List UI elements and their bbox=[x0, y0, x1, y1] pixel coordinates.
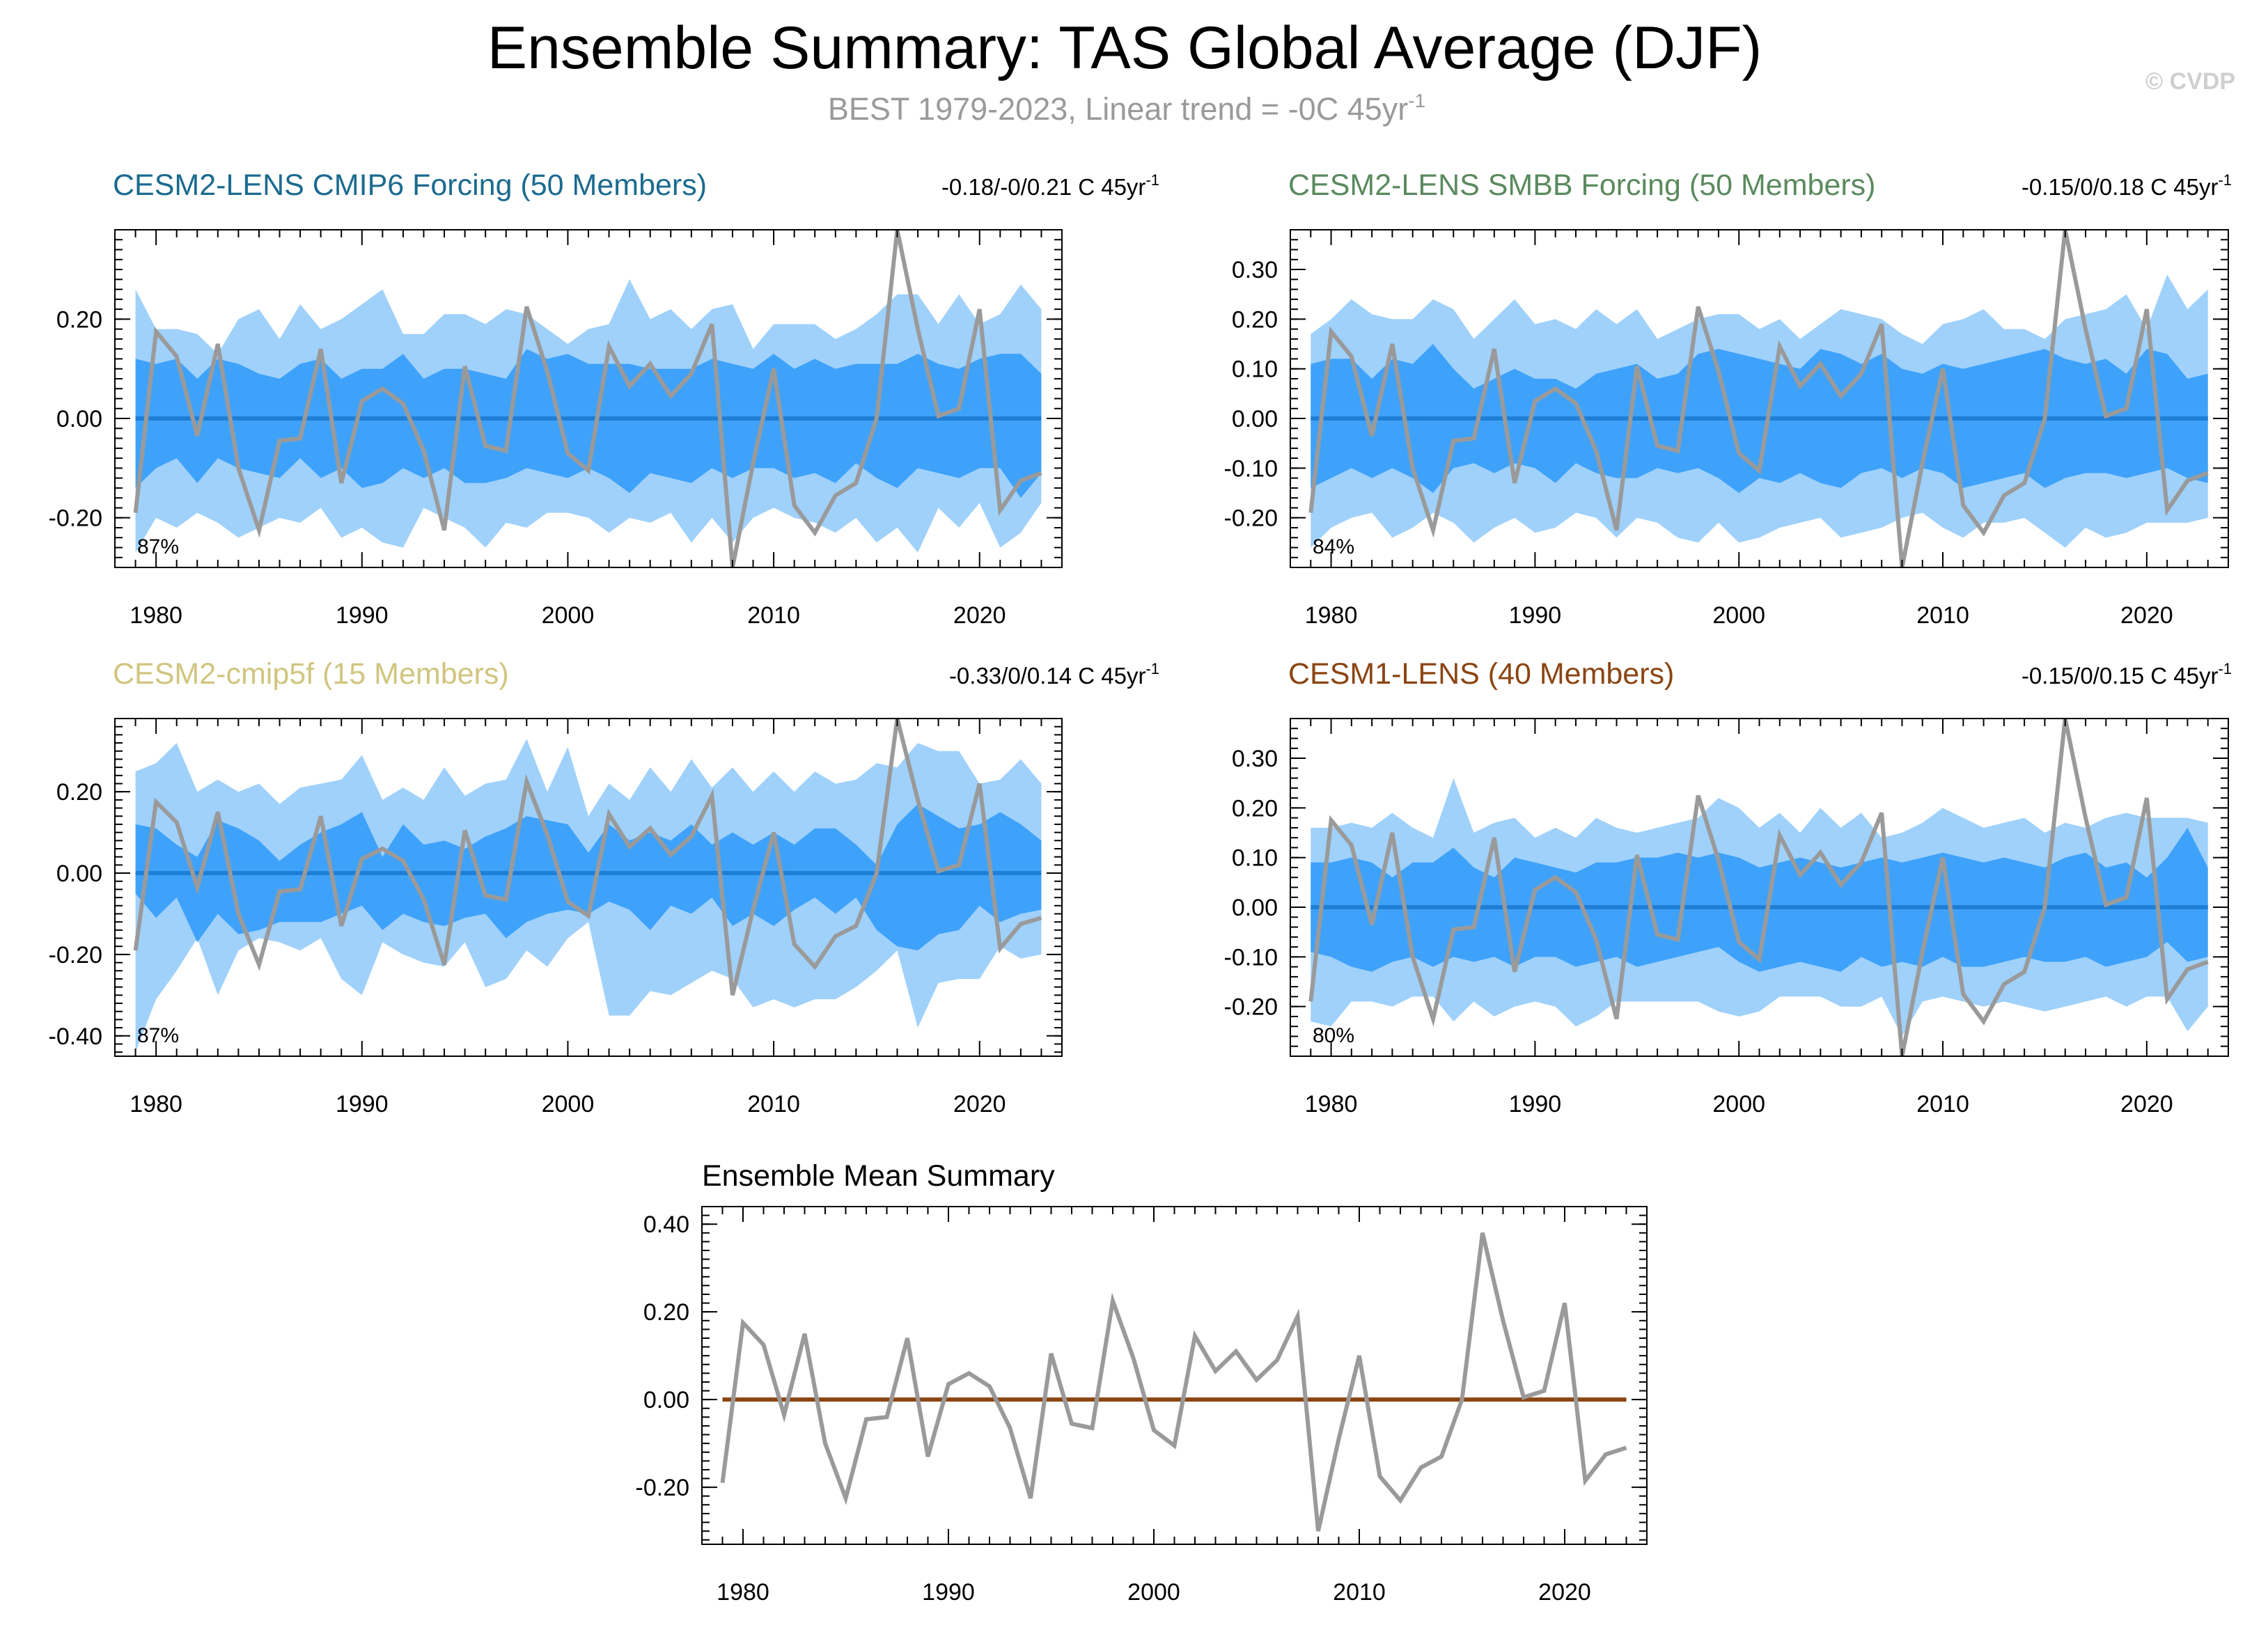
x-tick-label: 1980 bbox=[1305, 1091, 1358, 1117]
y-tick-label: -0.10 bbox=[1224, 455, 1278, 482]
y-tick-label: 0.20 bbox=[1232, 795, 1278, 822]
panel-1: CESM2-LENS CMIP6 Forcing (50 Members) -0.… bbox=[49, 168, 1160, 629]
x-tick-label: 1990 bbox=[1509, 602, 1562, 629]
y-tick-label: 0.00 bbox=[643, 1387, 689, 1413]
panel-2: CESM2-LENS SMBB Forcing (50 Members) -0.1… bbox=[1224, 168, 2232, 629]
y-tick-label: 0.10 bbox=[1232, 356, 1278, 383]
x-tick-label: 2010 bbox=[1916, 602, 1969, 629]
trend-label: -0.33/0/0.14 C 45yr-1 bbox=[949, 660, 1159, 689]
y-tick-label: -0.20 bbox=[1224, 505, 1278, 532]
x-tick-label: 1990 bbox=[336, 1091, 389, 1117]
observed-line bbox=[133, 230, 1042, 567]
y-tick-label: 0.00 bbox=[56, 861, 102, 887]
x-tick-label: 1990 bbox=[1509, 1091, 1562, 1117]
y-tick-label: -0.20 bbox=[49, 505, 103, 532]
trend-text: -0.18/-0/0.21 C 45yr bbox=[941, 174, 1146, 200]
plot-area bbox=[1308, 230, 2209, 567]
trend-label: -0.15/0/0.15 C 45yr-1 bbox=[2021, 660, 2232, 689]
band-inner bbox=[135, 349, 1042, 499]
x-tick-label: 2000 bbox=[542, 602, 595, 629]
y-tick-label: 0.00 bbox=[1232, 406, 1278, 432]
x-tick-label: 2020 bbox=[2120, 1091, 2173, 1117]
panel-title: Ensemble Mean Summary bbox=[702, 1159, 1055, 1193]
trend-text: -0.15/0/0.18 C 45yr bbox=[2021, 174, 2219, 200]
panel-4: CESM1-LENS (40 Members) -0.15/0/0.15 C 45… bbox=[1224, 657, 2232, 1117]
y-tick-label: 0.00 bbox=[56, 406, 102, 432]
y-tick-label: 0.40 bbox=[643, 1211, 689, 1238]
y-tick-label: 0.10 bbox=[1232, 845, 1278, 872]
observed-line bbox=[1308, 230, 2209, 567]
percent-label: 84% bbox=[1313, 535, 1354, 558]
x-tick-label: 2010 bbox=[1916, 1091, 1969, 1117]
y-tick-label: 0.20 bbox=[56, 306, 102, 333]
percent-label: 87% bbox=[137, 535, 179, 558]
y-tick-label: -0.20 bbox=[636, 1475, 690, 1501]
observed-line bbox=[133, 719, 1042, 996]
percent-label: 80% bbox=[1313, 1024, 1354, 1047]
plot-area bbox=[133, 230, 1042, 567]
y-tick-label: 0.20 bbox=[1232, 306, 1278, 333]
x-tick-label: 1980 bbox=[1305, 602, 1358, 629]
panel-3: CESM2-cmip5f (15 Members) -0.33/0/0.14 C … bbox=[49, 657, 1160, 1117]
observed-line bbox=[720, 1232, 1627, 1532]
x-tick-label: 1980 bbox=[130, 1091, 182, 1117]
subtitle-superscript: -1 bbox=[1408, 90, 1425, 111]
plot-area bbox=[720, 1232, 1627, 1532]
band-inner bbox=[135, 803, 1042, 951]
panel-title: CESM2-LENS CMIP6 Forcing (50 Members) bbox=[113, 168, 707, 202]
panel-title: CESM2-LENS SMBB Forcing (50 Members) bbox=[1288, 168, 1876, 202]
figure-subtitle: BEST 1979-2023, Linear trend = -0C 45yr-… bbox=[828, 90, 1425, 127]
observed-line bbox=[1308, 719, 2209, 1056]
x-tick-label: 2020 bbox=[953, 602, 1006, 629]
y-tick-label: -0.20 bbox=[49, 942, 103, 968]
panel-title: CESM2-cmip5f (15 Members) bbox=[113, 657, 509, 691]
x-tick-label: 1980 bbox=[717, 1579, 769, 1606]
x-tick-label: 2000 bbox=[542, 1091, 595, 1117]
percent-label: 87% bbox=[137, 1024, 179, 1047]
x-tick-label: 1990 bbox=[922, 1579, 975, 1606]
x-tick-label: 1980 bbox=[130, 602, 182, 629]
trend-superscript: -1 bbox=[2218, 171, 2232, 189]
trend-superscript: -1 bbox=[1145, 660, 1159, 677]
x-tick-label: 2010 bbox=[1333, 1579, 1386, 1606]
y-tick-label: -0.20 bbox=[1224, 994, 1278, 1021]
x-tick-label: 2020 bbox=[953, 1091, 1006, 1117]
y-tick-label: 0.20 bbox=[56, 779, 102, 806]
copyright-label: © CVDP bbox=[2145, 68, 2235, 95]
plot-area bbox=[1308, 719, 2209, 1056]
x-tick-label: 2000 bbox=[1712, 1091, 1765, 1117]
x-tick-label: 2020 bbox=[2120, 602, 2173, 629]
x-tick-label: 1990 bbox=[336, 602, 389, 629]
x-tick-label: 2000 bbox=[1712, 602, 1765, 629]
trend-label: -0.18/-0/0.21 C 45yr-1 bbox=[941, 171, 1159, 200]
panel-5: Ensemble Mean Summary -0.20 0.00 0.20 0.40 19… bbox=[636, 1159, 1648, 1606]
plot-area bbox=[133, 719, 1042, 1053]
subtitle-text: BEST 1979-2023, Linear trend = -0C 45yr bbox=[828, 91, 1408, 127]
y-tick-label: 0.30 bbox=[1232, 257, 1278, 283]
trend-text: -0.15/0/0.15 C 45yr bbox=[2021, 663, 2219, 689]
panel-title: CESM1-LENS (40 Members) bbox=[1288, 657, 1674, 691]
trend-text: -0.33/0/0.14 C 45yr bbox=[949, 663, 1146, 689]
trend-superscript: -1 bbox=[1145, 171, 1159, 189]
figure-title: Ensemble Summary: TAS Global Average (DJ… bbox=[487, 15, 1762, 81]
x-tick-label: 2010 bbox=[747, 1091, 800, 1117]
y-tick-label: -0.10 bbox=[1224, 944, 1278, 971]
x-tick-label: 2020 bbox=[1538, 1579, 1591, 1606]
x-tick-label: 2000 bbox=[1127, 1579, 1180, 1606]
band-inner bbox=[1311, 827, 2208, 972]
trend-label: -0.15/0/0.18 C 45yr-1 bbox=[2021, 171, 2232, 200]
y-tick-label: 0.00 bbox=[1232, 895, 1278, 921]
y-tick-label: 0.20 bbox=[643, 1299, 689, 1326]
panels: CESM2-LENS CMIP6 Forcing (50 Members) -0.… bbox=[49, 168, 2232, 1606]
x-tick-label: 2010 bbox=[747, 602, 800, 629]
trend-superscript: -1 bbox=[2218, 660, 2232, 677]
y-tick-label: -0.40 bbox=[49, 1023, 103, 1050]
y-tick-label: 0.30 bbox=[1232, 746, 1278, 772]
